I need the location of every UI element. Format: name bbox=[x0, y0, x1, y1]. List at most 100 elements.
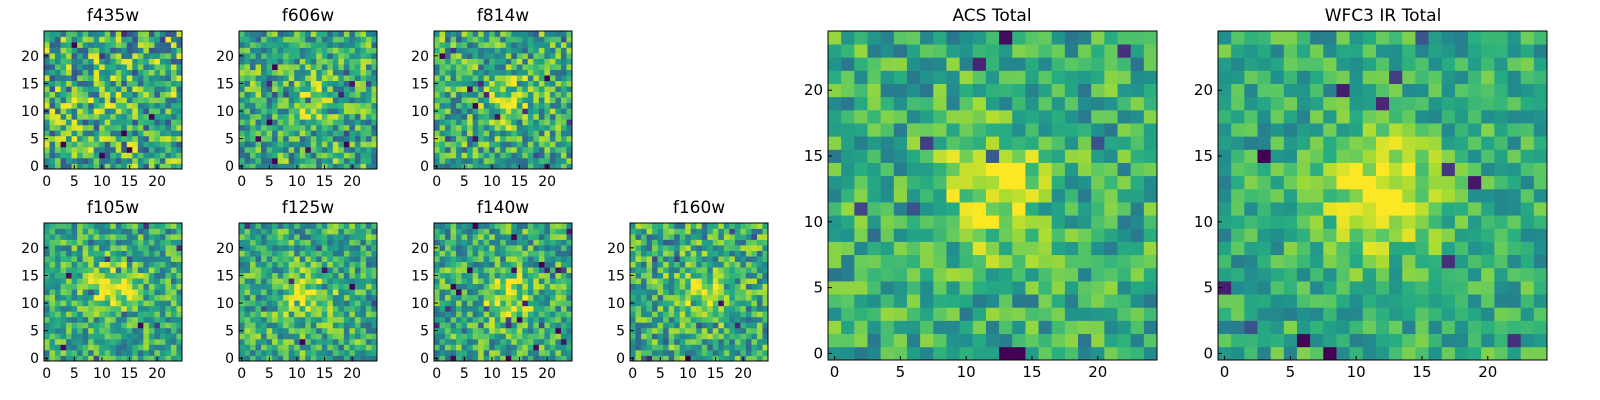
heatmap-cell bbox=[920, 333, 934, 348]
heatmap-cell bbox=[288, 245, 295, 251]
heatmap-cell bbox=[310, 91, 317, 98]
heatmap-cell bbox=[299, 245, 306, 251]
heatmap-cell bbox=[71, 152, 78, 159]
heatmap-cell bbox=[450, 124, 457, 131]
heatmap-cell bbox=[489, 300, 496, 307]
heatmap-cell bbox=[467, 64, 473, 70]
heatmap-cell bbox=[679, 267, 686, 274]
heatmap-cell bbox=[154, 119, 161, 126]
heatmap-cell bbox=[349, 316, 356, 323]
heatmap-cell bbox=[66, 349, 72, 356]
heatmap-cell bbox=[99, 250, 106, 257]
heatmap-cell bbox=[332, 152, 339, 159]
heatmap-cell bbox=[696, 311, 703, 318]
heatmap-cell bbox=[310, 349, 317, 356]
heatmap-cell bbox=[44, 113, 50, 120]
heatmap-cell bbox=[516, 58, 523, 65]
heatmap-cell bbox=[646, 245, 653, 251]
heatmap-cell bbox=[1130, 241, 1145, 256]
heatmap-cell bbox=[104, 322, 111, 329]
heatmap-cell bbox=[165, 256, 172, 262]
heatmap-cell bbox=[239, 113, 245, 120]
heatmap-cell bbox=[538, 349, 545, 356]
heatmap-cell bbox=[467, 135, 473, 142]
heatmap-cell bbox=[478, 91, 485, 98]
heatmap-cell bbox=[266, 53, 273, 59]
heatmap-cell bbox=[110, 75, 117, 82]
heatmap-cell bbox=[349, 239, 356, 246]
heatmap-cell bbox=[310, 355, 317, 362]
heatmap-cell bbox=[176, 119, 183, 126]
heatmap-cell bbox=[450, 64, 457, 70]
heatmap-cell bbox=[467, 58, 473, 65]
heatmap-cell bbox=[1104, 215, 1118, 229]
heatmap-cell bbox=[439, 36, 446, 43]
heatmap-cell bbox=[751, 327, 758, 334]
heatmap-cell bbox=[450, 349, 457, 356]
heatmap-cell bbox=[1025, 215, 1039, 229]
heatmap-cell bbox=[332, 316, 339, 323]
heatmap-cell bbox=[893, 162, 908, 177]
heatmap-cell bbox=[154, 31, 161, 37]
heatmap-cell bbox=[354, 47, 361, 54]
heatmap-cell bbox=[121, 146, 128, 153]
heatmap-cell bbox=[718, 338, 725, 345]
heatmap-cell bbox=[316, 157, 323, 164]
heatmap-cell bbox=[522, 272, 529, 279]
heatmap-cell bbox=[544, 64, 551, 70]
heatmap-cell bbox=[494, 141, 501, 148]
heatmap-cell bbox=[450, 322, 457, 329]
heatmap-cell bbox=[272, 327, 278, 334]
heatmap-cell bbox=[555, 64, 562, 70]
heatmap-cell bbox=[250, 124, 256, 131]
heatmap-cell bbox=[121, 349, 128, 356]
heatmap-cell bbox=[310, 300, 317, 307]
heatmap-cell bbox=[867, 175, 881, 190]
heatmap-cell bbox=[483, 31, 490, 37]
heatmap-cell bbox=[483, 141, 490, 148]
heatmap-cell bbox=[88, 245, 95, 251]
heatmap-cell bbox=[294, 267, 301, 274]
heatmap-cell bbox=[516, 261, 523, 268]
heatmap-cell bbox=[751, 283, 758, 290]
heatmap-cell bbox=[1038, 162, 1053, 177]
heatmap-cell bbox=[478, 327, 485, 334]
heatmap-cell bbox=[478, 250, 485, 257]
heatmap-cell bbox=[734, 228, 741, 235]
heatmap-cell bbox=[132, 31, 139, 37]
heatmap-cell bbox=[126, 272, 133, 279]
heatmap-cell bbox=[494, 91, 501, 98]
heatmap-cell bbox=[745, 322, 752, 329]
heatmap-cell bbox=[635, 316, 642, 323]
heatmap-cell bbox=[55, 338, 61, 345]
heatmap-cell bbox=[946, 215, 960, 229]
heatmap-cell bbox=[154, 245, 161, 251]
heatmap-cell bbox=[71, 344, 78, 351]
heatmap-cell bbox=[250, 119, 256, 126]
heatmap-cell bbox=[159, 163, 166, 170]
heatmap-cell bbox=[66, 108, 72, 115]
heatmap-cell bbox=[360, 239, 367, 246]
heatmap-cell bbox=[652, 250, 658, 257]
heatmap-cell bbox=[527, 146, 534, 153]
heatmap-cell bbox=[690, 228, 697, 235]
heatmap-cell bbox=[288, 272, 295, 279]
heatmap-cell bbox=[71, 294, 78, 301]
heatmap-cell bbox=[854, 188, 868, 203]
heatmap-cell bbox=[745, 305, 752, 312]
heatmap-cell bbox=[365, 157, 372, 164]
heatmap-cell bbox=[170, 152, 177, 159]
heatmap-cell bbox=[266, 64, 273, 70]
heatmap-cell bbox=[159, 80, 166, 87]
heatmap-cell bbox=[250, 256, 256, 262]
heatmap-cell bbox=[718, 239, 725, 246]
heatmap-cell bbox=[165, 75, 172, 82]
heatmap-cell bbox=[93, 36, 100, 43]
heatmap-cell bbox=[299, 250, 306, 257]
heatmap-cell bbox=[354, 261, 361, 268]
heatmap-cell bbox=[272, 278, 278, 285]
heatmap-cell bbox=[1104, 346, 1118, 361]
heatmap-cell bbox=[143, 135, 150, 142]
heatmap-cell bbox=[343, 64, 350, 70]
heatmap-cell bbox=[71, 53, 78, 59]
